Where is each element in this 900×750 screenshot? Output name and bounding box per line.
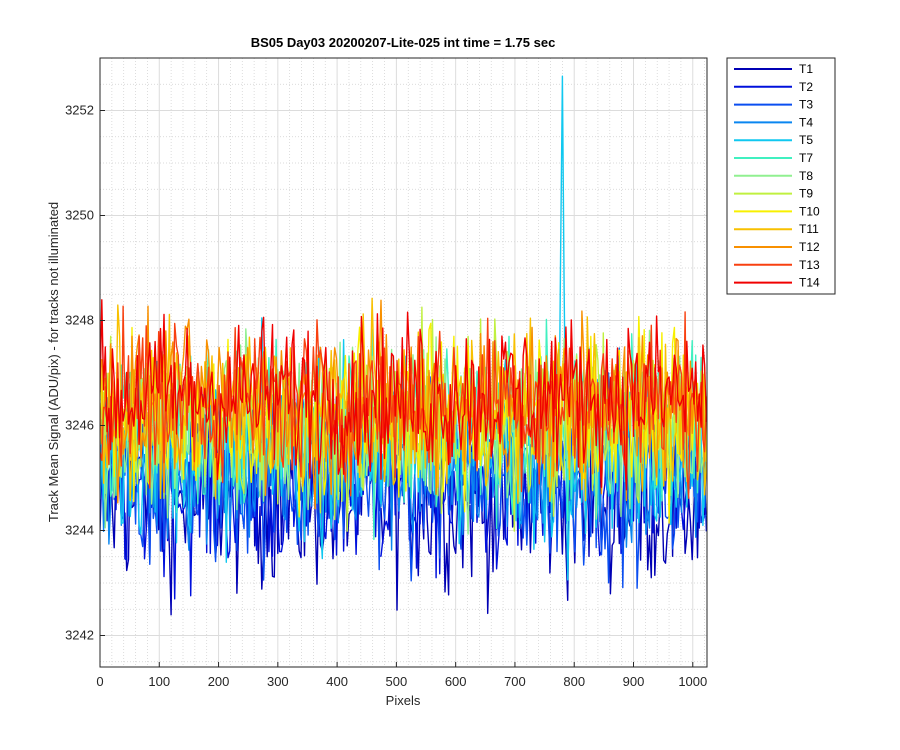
legend-label: T4 <box>799 115 813 129</box>
legend-label: T2 <box>799 80 813 94</box>
x-tick-label: 100 <box>148 674 170 689</box>
x-tick-label: 800 <box>563 674 585 689</box>
x-tick-label: 0 <box>96 674 103 689</box>
legend-label: T7 <box>799 151 813 165</box>
series-group <box>100 75 707 616</box>
y-axis-label: Track Mean Signal (ADU/pix) - for tracks… <box>46 202 61 522</box>
y-tick-label: 3250 <box>65 208 94 223</box>
legend-label: T14 <box>799 276 820 290</box>
x-tick-label: 300 <box>267 674 289 689</box>
legend-label: T13 <box>799 258 820 272</box>
legend-label: T3 <box>799 98 813 112</box>
axis-ticks: 0 100 200 300 400 500 600 700 800 900 1000 3242 3244… <box>65 103 707 690</box>
legend-label: T9 <box>799 187 813 201</box>
y-tick-label: 3248 <box>65 313 94 328</box>
legend-label: T5 <box>799 133 813 147</box>
x-tick-label: 200 <box>208 674 230 689</box>
y-tick-label: 3252 <box>65 103 94 118</box>
x-tick-label: 1000 <box>678 674 707 689</box>
series-line-t4 <box>100 347 707 551</box>
y-tick-label: 3242 <box>65 628 94 643</box>
x-tick-label: 700 <box>504 674 526 689</box>
legend-label: T11 <box>799 222 819 236</box>
legend-label: T10 <box>799 204 820 218</box>
x-tick-label: 600 <box>445 674 467 689</box>
chart-title: BS05 Day03 20200207-Lite-025 int time = … <box>251 35 556 50</box>
legend-label: T12 <box>799 240 820 254</box>
x-axis-label: Pixels <box>386 693 421 708</box>
x-tick-label: 400 <box>326 674 348 689</box>
y-tick-label: 3244 <box>65 523 94 538</box>
plot-frame <box>99 57 708 668</box>
x-tick-label: 500 <box>386 674 408 689</box>
legend: T1 T2 T3 T4 T5 T7 T8 T9 T10 T11 T12 T13 T14 <box>726 57 836 295</box>
x-tick-label: 900 <box>623 674 645 689</box>
series-line-t14 <box>100 299 707 491</box>
legend-label: T8 <box>799 169 813 183</box>
y-tick-label: 3246 <box>65 418 94 433</box>
legend-label: T1 <box>799 62 813 76</box>
